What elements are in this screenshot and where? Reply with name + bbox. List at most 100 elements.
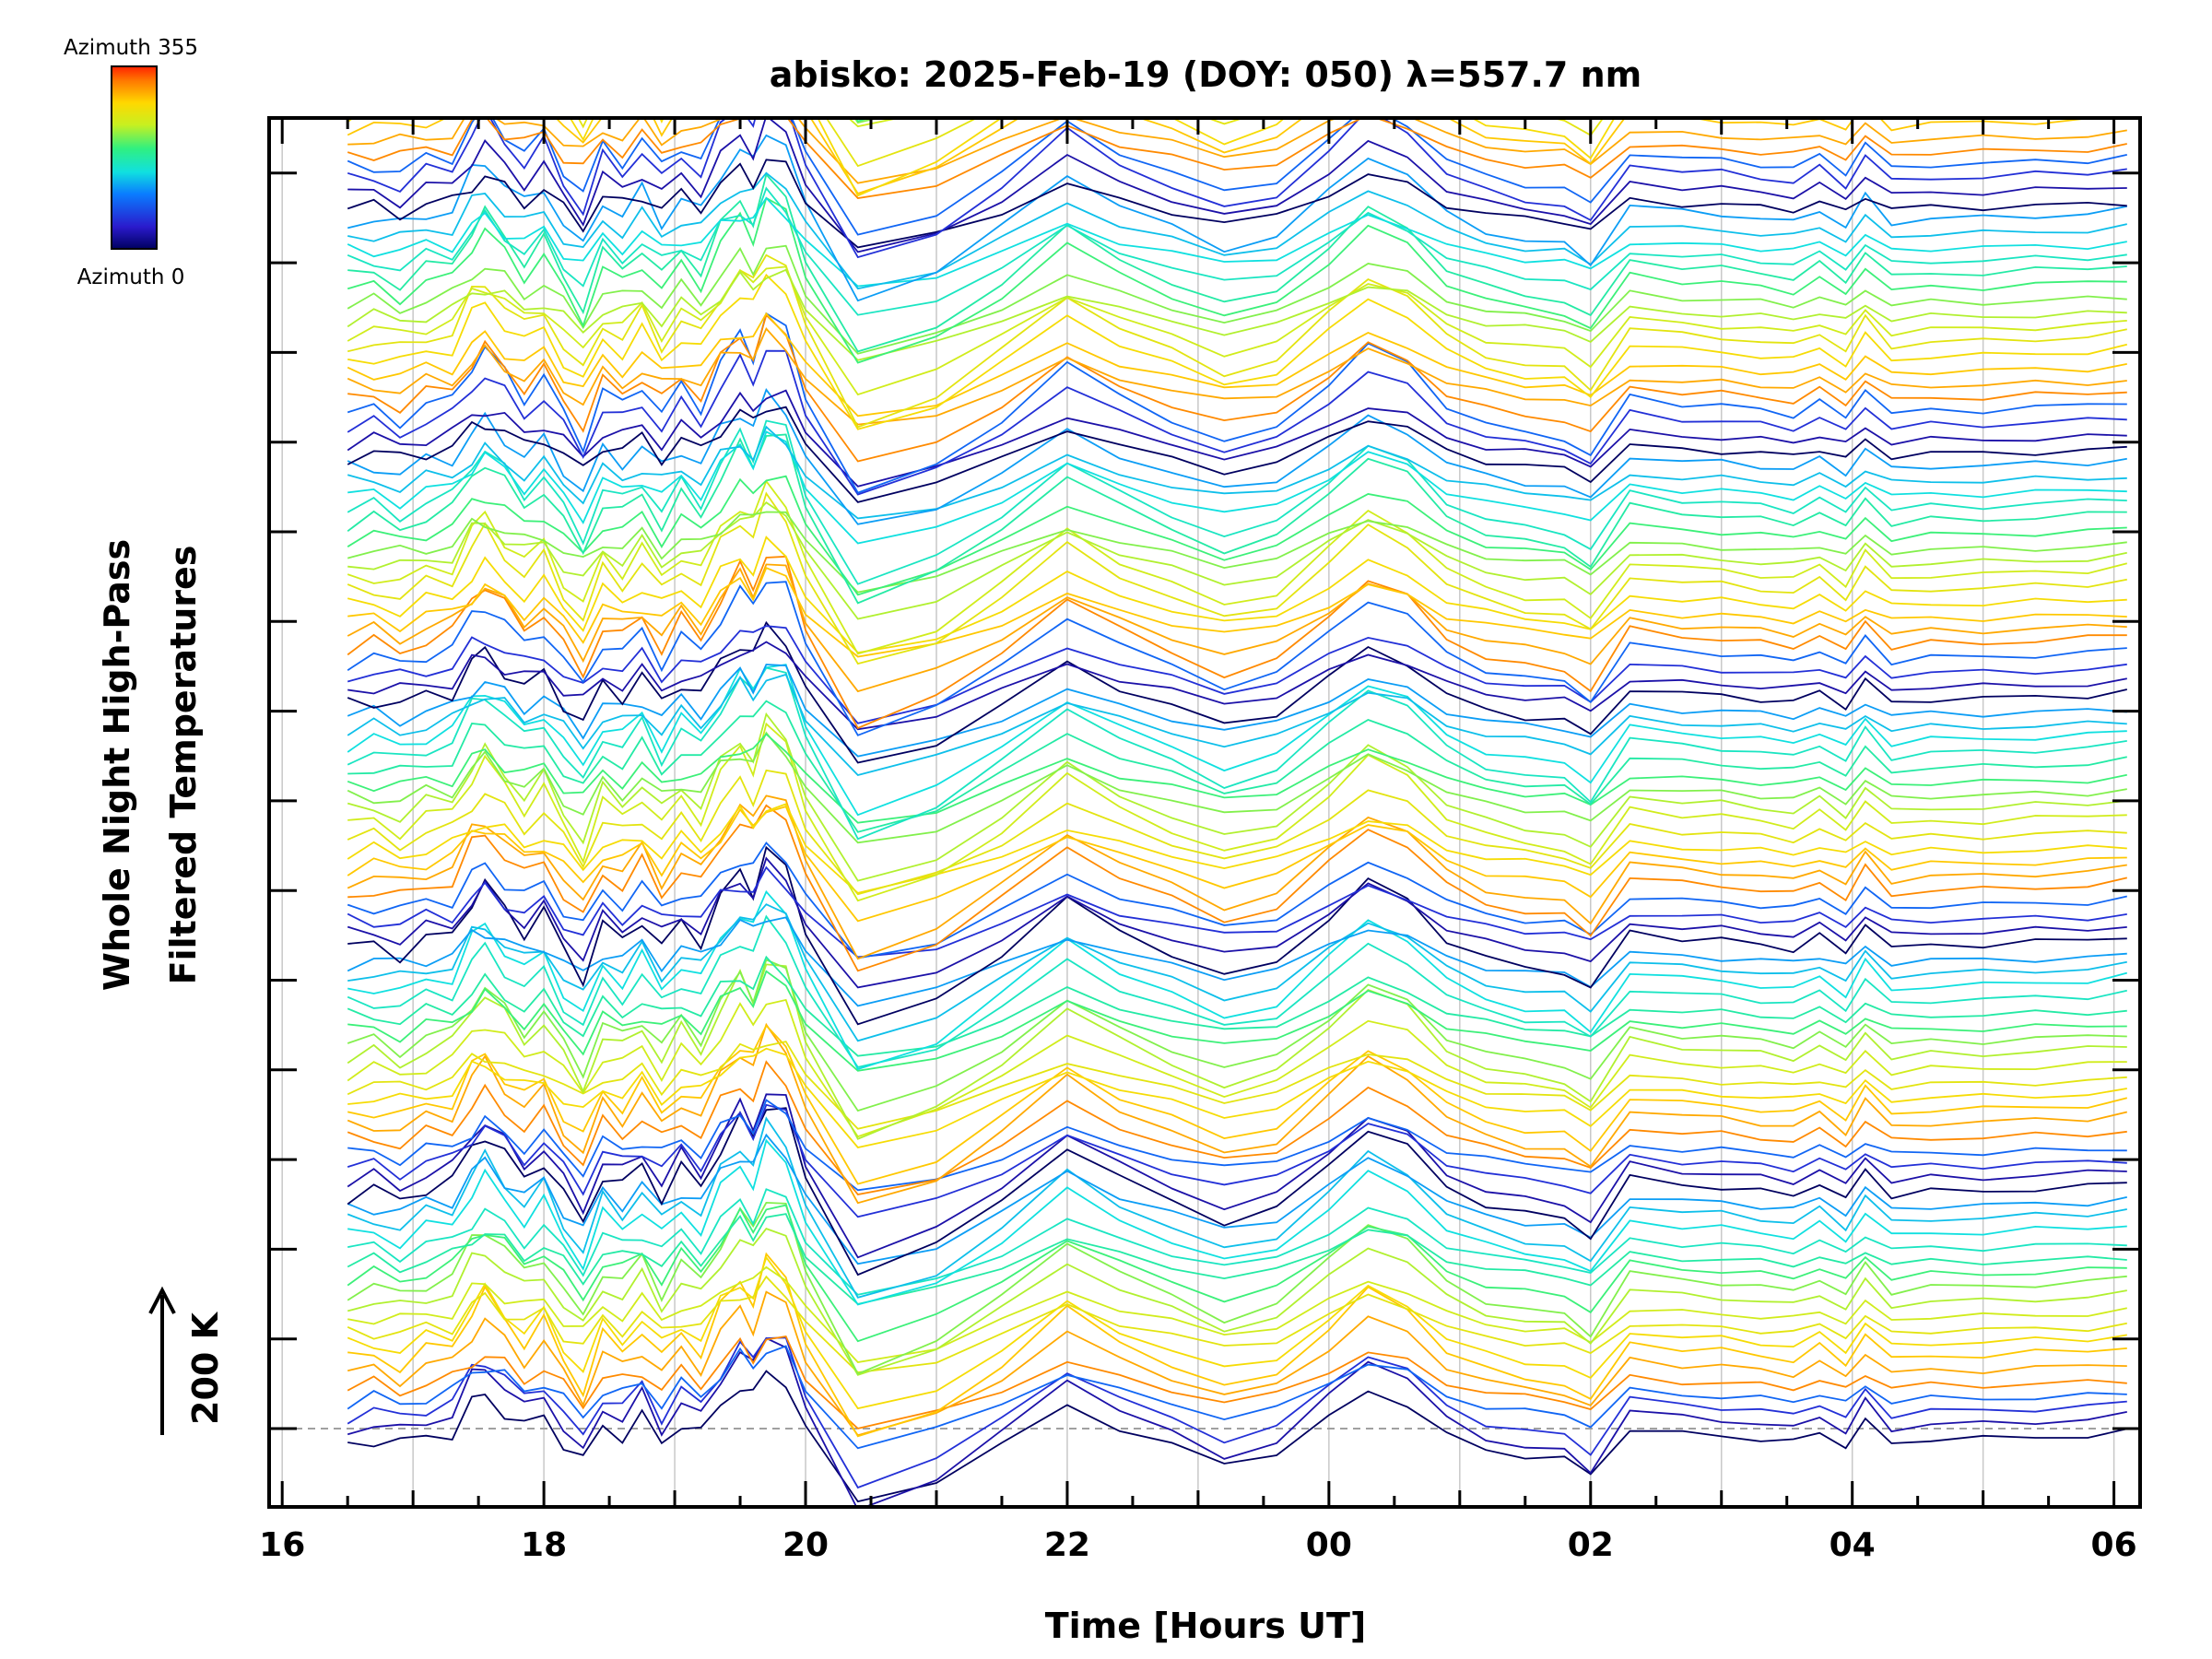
series-line: [347, 244, 2127, 355]
x-tick-label: 22: [1044, 1526, 1090, 1564]
x-axis-label: Time [Hours UT]: [1045, 1606, 1367, 1646]
series-line: [347, 563, 2127, 693]
series-line: [347, 769, 2127, 896]
series-line: [347, 1103, 2127, 1218]
series-line: [347, 349, 2127, 496]
series-line: [347, 0, 2127, 53]
series-line: [347, 722, 2127, 902]
series-line: [347, 845, 2127, 1026]
series-line: [347, 1041, 2127, 1130]
series-line: [347, 118, 2127, 184]
series-line: [347, 1213, 2127, 1305]
colorbar: Azimuth 355 Azimuth 0: [64, 36, 198, 289]
series-line: [347, 511, 2127, 594]
plot-frame: [267, 116, 2142, 1509]
series-line: [347, 186, 2127, 316]
series-line: [347, 388, 2127, 525]
series-line: [347, 1335, 2127, 1430]
series-line: [347, 625, 2127, 724]
series-line: [347, 118, 2127, 199]
series-line: [347, 1252, 2127, 1438]
y-axis-label-line2: Filtered Temperatures: [163, 546, 204, 985]
series-line: [347, 970, 2127, 1072]
axis-ticks: [269, 118, 2140, 1507]
series-line: [347, 425, 2127, 520]
series-line: [347, 803, 2127, 894]
series-line: [347, 1093, 2127, 1259]
series-line: [347, 0, 2127, 58]
series-line: [347, 159, 2127, 249]
colorbar-top-label: Azimuth 355: [64, 36, 198, 60]
series-line: [347, 268, 2127, 361]
series-line: [347, 312, 2127, 418]
series-line: [347, 118, 2099, 195]
x-tick-label: 04: [1830, 1526, 1876, 1564]
series-line: [347, 1133, 2127, 1265]
series-line: [347, 666, 2127, 841]
series-line: [347, 1345, 2127, 1450]
series-line: [347, 171, 2127, 290]
series-line: [347, 1275, 2127, 1373]
series-line: [347, 327, 2127, 426]
series-line: [347, 794, 2127, 960]
series-line: [347, 389, 2127, 488]
series-lines: [347, 0, 2128, 1507]
series-line: [347, 313, 2127, 463]
x-tick-label: 20: [782, 1526, 829, 1564]
series-line: [347, 1265, 2127, 1363]
series-line: [347, 1336, 2127, 1489]
x-tick-labels: 16 18 20 22 00 02 04 06: [259, 1526, 2137, 1564]
series-line: [347, 733, 2127, 824]
series-line: [347, 731, 2127, 844]
x-tick-label: 06: [2091, 1526, 2137, 1564]
series-line: [347, 673, 2127, 777]
scale-bar: 200 K: [148, 1286, 226, 1435]
series-line: [347, 1116, 2127, 1299]
series-line: [347, 555, 2127, 730]
colorbar-bottom-label: Azimuth 0: [77, 265, 185, 289]
series-line: [347, 265, 2127, 396]
series-line: [347, 196, 2127, 288]
series-line: [347, 567, 2127, 658]
chart-title: abisko: 2025-Feb-19 (DOY: 050) λ=557.7 n…: [770, 54, 1641, 95]
series-line: [347, 1370, 2127, 1503]
series-line: [347, 841, 2127, 959]
series-line: [347, 1024, 2128, 1185]
series-line: [347, 806, 2127, 923]
series-line: [347, 312, 2127, 494]
series-line: [347, 1107, 2127, 1277]
series-line: [347, 491, 2127, 665]
series-line: [347, 959, 2127, 1112]
series-line: [347, 0, 2127, 55]
series-line: [347, 118, 2127, 259]
series-line: [347, 1255, 2127, 1410]
series-line: [347, 273, 2128, 430]
series-line: [347, 1336, 2127, 1507]
series-line: [347, 916, 2127, 1007]
series-line: [347, 865, 2127, 959]
series-line: [347, 1047, 2127, 1148]
series-line: [347, 419, 2127, 585]
series-line: [347, 196, 2127, 364]
series-line: [347, 1290, 2127, 1437]
series-line: [347, 1138, 2127, 1306]
series-line: [347, 856, 2127, 989]
series-line: [347, 1228, 2127, 1376]
series-line: [347, 804, 2128, 972]
y-axis-label-line1: Whole Night High-Pass: [97, 539, 137, 991]
series-line: [347, 700, 2127, 833]
x-tick-label: 16: [259, 1526, 305, 1564]
series-line: [347, 641, 2127, 731]
series-line: [347, 1099, 2127, 1192]
scale-bar-label: 200 K: [185, 1311, 226, 1425]
series-line: [347, 1201, 2127, 1375]
x-tick-label: 02: [1568, 1526, 1614, 1564]
series-line: [347, 433, 2127, 605]
x-tick-label: 18: [521, 1526, 567, 1564]
series-line: [347, 1204, 2127, 1343]
series-line: [347, 998, 2127, 1138]
series-line: [347, 712, 2127, 882]
series-line: [347, 581, 2127, 736]
colorbar-gradient: [111, 65, 158, 250]
series-line: [347, 963, 2127, 1140]
